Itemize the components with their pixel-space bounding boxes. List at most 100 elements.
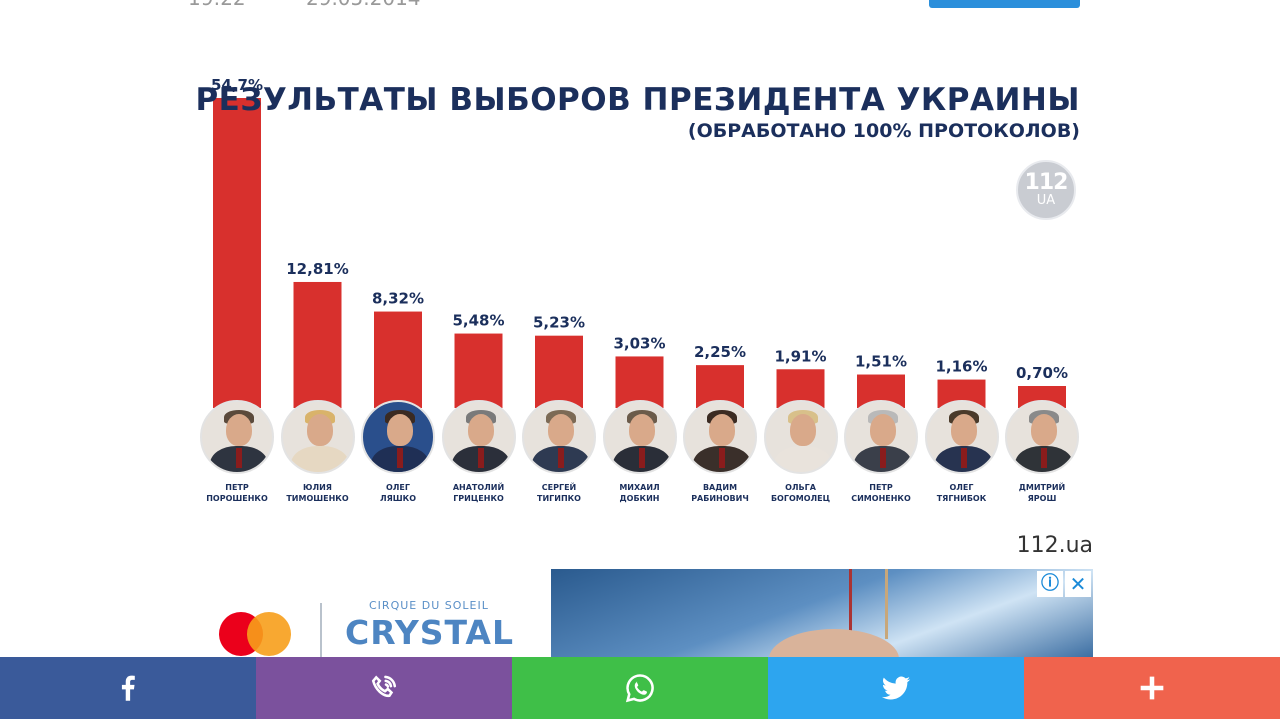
candidate-photo — [1005, 400, 1079, 474]
candidate-name: ОЛЕГ ТЯГНИБОК — [922, 482, 1002, 504]
candidate-item: ПЕТР СИМОНЕНКО — [841, 400, 921, 504]
bar-value-label: 5,23% — [533, 314, 585, 332]
candidate-name: СЕРГЕЙ ТИГИПКО — [519, 482, 599, 504]
candidate-first-name: ДМИТРИЙ — [1018, 483, 1066, 492]
bar-5 — [535, 335, 583, 408]
candidate-photo — [763, 400, 838, 474]
candidate-item: ОЛЬГА БОГОМОЛЕЦ — [761, 400, 841, 504]
candidate-item: ПЕТР ПОРОШЕНКО — [197, 400, 277, 504]
election-bar-chart: 54,7% 12,81% 8,32% 5,48% 5,23% 3,03% 2,25% 1,91… — [211, 76, 1068, 408]
candidate-row: ПЕТР ПОРОШЕНКО ЮЛИЯ ТИМОШЕНКО ОЛЕГ ЛЯШКО АНАТО… — [195, 400, 1085, 510]
candidate-photo — [280, 400, 355, 474]
candidate-last-name: РАБИНОВИЧ — [691, 494, 749, 503]
ad-rope — [885, 569, 888, 639]
bar-3 — [374, 311, 422, 408]
candidate-item: ДМИТРИЙ ЯРОШ — [1002, 400, 1082, 504]
candidate-last-name: БОГОМОЛЕЦ — [770, 494, 831, 503]
advertisement-banner[interactable]: CIRQUE DU SOLEIL CRYSTAL ⓘ ✕ — [195, 569, 1093, 657]
ad-close-icon[interactable]: ✕ — [1065, 571, 1091, 597]
candidate-first-name: ЮЛИЯ — [303, 483, 332, 492]
candidate-first-name: ПЕТР — [225, 483, 249, 492]
candidate-photo — [683, 400, 757, 474]
candidate-last-name: ЯРОШ — [1027, 494, 1057, 503]
bar-value-label: 1,91% — [774, 347, 826, 365]
mastercard-logo-orange — [247, 612, 291, 656]
candidate-name: ОЛЕГ ЛЯШКО — [358, 482, 438, 504]
candidate-photo — [522, 400, 596, 474]
candidate-photo — [844, 400, 918, 474]
bar-value-label: 1,51% — [855, 353, 907, 371]
share-more-button[interactable] — [1024, 657, 1280, 719]
twitter-icon — [881, 676, 911, 700]
chart-title: РЕЗУЛЬТАТЫ ВЫБОРОВ ПРЕЗИДЕНТА УКРАИНЫ — [195, 82, 1080, 118]
ad-brand-top: CIRQUE DU SOLEIL — [369, 599, 489, 612]
bar-value-label: 8,32% — [372, 290, 424, 308]
candidate-first-name: ОЛЕГ — [385, 483, 410, 492]
viber-icon — [371, 675, 397, 698]
candidate-photo — [602, 400, 677, 474]
candidate-item: ЮЛИЯ ТИМОШЕНКО — [278, 400, 358, 504]
share-whatsapp-button[interactable] — [512, 657, 768, 719]
candidate-first-name: ПЕТР — [869, 483, 893, 492]
candidate-last-name: ДОБКИН — [619, 494, 660, 503]
bar-value-label: 54,7% — [211, 76, 263, 94]
bar-value-label: 1,16% — [935, 358, 987, 376]
candidate-first-name: МИХАИЛ — [619, 483, 660, 492]
candidate-item: ОЛЕГ ТЯГНИБОК — [922, 400, 1002, 504]
candidate-name: ДМИТРИЙ ЯРОШ — [1002, 482, 1082, 504]
whatsapp-icon — [625, 674, 654, 703]
bar-value-label: 5,48% — [452, 312, 504, 330]
bar-2 — [293, 281, 342, 408]
top-action-button[interactable] — [929, 0, 1080, 8]
top-bar: 19:22 29.05.2014 — [0, 0, 1280, 12]
candidate-name: АНАТОЛИЙ ГРИЦЕНКО — [439, 482, 519, 504]
source-credit: 112.ua — [1016, 533, 1093, 558]
share-twitter-button[interactable] — [768, 657, 1024, 719]
candidate-last-name: ТЯГНИБОК — [936, 494, 987, 503]
candidate-photo — [200, 400, 274, 474]
candidate-last-name: ТИМОШЕНКО — [286, 494, 349, 503]
candidate-name: ЮЛИЯ ТИМОШЕНКО — [278, 482, 358, 504]
ad-performer — [769, 629, 899, 657]
candidate-last-name: ТИГИПКО — [537, 494, 581, 503]
ad-rope — [849, 569, 852, 657]
candidate-last-name: СИМОНЕНКО — [851, 494, 911, 503]
ad-info-icon[interactable]: ⓘ — [1037, 571, 1063, 597]
bar-value-label: 3,03% — [613, 334, 665, 352]
ad-divider — [320, 603, 322, 657]
logo-suffix: UA — [1036, 193, 1056, 208]
share-viber-button[interactable] — [256, 657, 512, 719]
article-time: 19:22 — [188, 0, 246, 10]
candidate-item: МИХАИЛ ДОБКИН — [600, 400, 680, 504]
candidate-first-name: СЕРГЕЙ — [541, 483, 577, 492]
plus-icon — [1140, 676, 1164, 700]
bar-1 — [213, 98, 261, 408]
article-date: 29.05.2014 — [306, 0, 421, 10]
ad-brand-main: CRYSTAL — [345, 613, 515, 652]
candidate-photo — [361, 400, 435, 474]
logo-number: 112 — [1024, 170, 1069, 195]
bar-value-label: 12,81% — [286, 260, 348, 278]
bar-value-label: 2,25% — [694, 343, 746, 361]
share-facebook-button[interactable] — [0, 657, 256, 719]
candidate-last-name: ГРИЦЕНКО — [453, 494, 504, 503]
candidate-item: СЕРГЕЙ ТИГИПКО — [519, 400, 599, 504]
bar-6 — [615, 356, 664, 408]
candidate-first-name: ОЛЬГА — [785, 483, 816, 492]
candidate-item: АНАТОЛИЙ ГРИЦЕНКО — [439, 400, 519, 504]
candidate-photo — [441, 400, 516, 474]
candidate-last-name: ЛЯШКО — [379, 494, 417, 503]
candidate-name: ПЕТР ПОРОШЕНКО — [197, 482, 277, 504]
candidate-first-name: АНАТОЛИЙ — [452, 483, 505, 492]
share-bar — [0, 657, 1280, 719]
candidate-name: ВАДИМ РАБИНОВИЧ — [680, 482, 760, 504]
ad-photo — [551, 569, 1093, 657]
candidate-name: ПЕТР СИМОНЕНКО — [841, 482, 921, 504]
facebook-icon — [121, 675, 135, 701]
candidate-name: МИХАИЛ ДОБКИН — [600, 482, 680, 504]
chart-subtitle: (ОБРАБОТАНО 100% ПРОТОКОЛОВ) — [687, 120, 1080, 142]
candidate-first-name: ОЛЕГ — [949, 483, 974, 492]
bar-value-label: 0,70% — [1016, 364, 1068, 382]
candidate-name: ОЛЬГА БОГОМОЛЕЦ — [761, 482, 841, 504]
candidate-item: ОЛЕГ ЛЯШКО — [358, 400, 438, 504]
